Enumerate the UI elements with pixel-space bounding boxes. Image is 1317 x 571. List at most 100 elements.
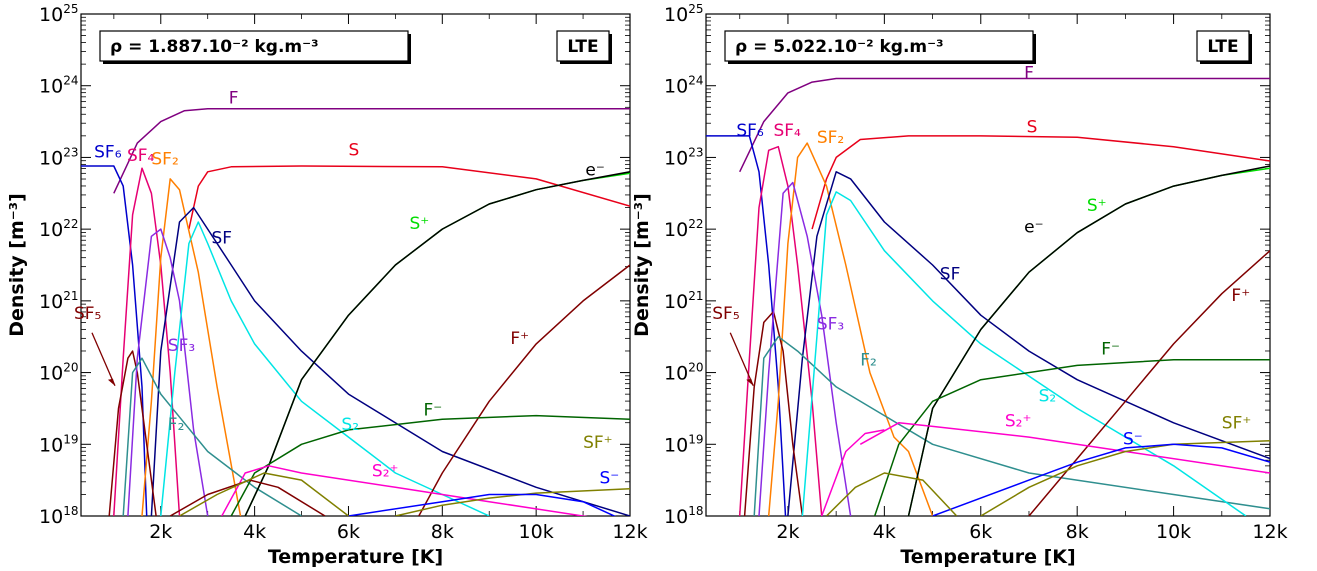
chart-1-y-axis-title: Density [m⁻³] xyxy=(6,193,28,337)
chart-1-series-line-3-sf xyxy=(113,167,181,516)
chart-2-series-label-14: S₂⁺ xyxy=(1005,411,1032,431)
chart-2-series-label-4: SF₂ xyxy=(817,128,844,148)
chart-2-y-tick-label: 1020 xyxy=(664,361,703,385)
chart-1-series-label-11: e⁻ xyxy=(585,160,604,180)
chart-1-sf5-pointer-arrow xyxy=(91,332,116,387)
chart-1-lte-badge-box xyxy=(556,30,610,62)
chart-1-y-tick-label: 1024 xyxy=(39,74,78,98)
chart-2-y-tick-label: 1023 xyxy=(664,145,703,169)
chart-2-x-tick-label: 10k xyxy=(1156,521,1191,543)
chart-1-x-tick-label: 12k xyxy=(612,521,647,543)
chart-2-x-tick-label: 2k xyxy=(776,521,799,543)
chart-2-y-axis-title: Density [m⁻³] xyxy=(631,193,653,337)
chart-2-y-tick-label: 1024 xyxy=(664,74,703,98)
chart-1-plot-frame xyxy=(80,13,631,517)
chart-1-series-label-10: S⁺ xyxy=(409,214,429,234)
chart-2-series-label-1: S xyxy=(1027,117,1038,137)
chart-1-panel: 1018 1019 1020 1021 1022 1023 1024 1025 2k 4k 6k 8k… xyxy=(6,2,648,568)
chart-1-series-label-9: S₂ xyxy=(341,415,359,435)
chart-1-y-tick-label: 1020 xyxy=(39,361,78,385)
chart-1-series-line-12-f xyxy=(418,264,630,516)
chart-2-y-tick-label: 1022 xyxy=(664,217,703,241)
chart-1-series-label-16: S⁻ xyxy=(600,469,620,489)
chart-2-x-tick-label: 4k xyxy=(873,521,896,543)
chart-1-series-line-14-s xyxy=(221,465,588,516)
chart-1-series-label-15: SF⁺ xyxy=(583,433,613,453)
chart-1-series-line-7-sf xyxy=(127,228,209,516)
chart-2-series-label-5: SF xyxy=(940,264,961,284)
chart-2-series-label-6: SF₅ xyxy=(712,304,739,324)
chart-2-x-axis-title: Temperature [K] xyxy=(900,546,1075,568)
chart-2-series-line-3-sf xyxy=(738,145,823,516)
chart-2-series-line-17-unlabeled xyxy=(820,429,885,516)
chart-1-y-tick-label: 1019 xyxy=(39,432,78,456)
chart-2-lte-badge-box xyxy=(1196,30,1250,62)
chart-1-series-label-7: SF₃ xyxy=(168,336,195,356)
chart-2-series-line-2-sf xyxy=(706,135,787,516)
chart-1-series-line-11-e xyxy=(244,171,630,516)
chart-2-y-tick-label: 1025 xyxy=(664,2,703,26)
chart-1-series-line-18-unlabeled xyxy=(179,472,349,516)
chart-1-series-label-1: S xyxy=(348,140,359,160)
chart-1-series-label-14: S₂⁺ xyxy=(372,462,399,482)
chart-1-x-tick-label: 6k xyxy=(337,521,360,543)
chart-1-series-label-3: SF₄ xyxy=(127,146,155,166)
chart-1-series-line-4-sf xyxy=(141,178,242,516)
chart-2-y-tick-label: 1019 xyxy=(664,432,703,456)
chart-2-series-line-12-f xyxy=(1028,250,1270,516)
chart-2-series-label-3: SF₄ xyxy=(773,121,801,141)
chart-1-series-line-2-sf xyxy=(81,165,148,516)
chart-2-series-label-0: F xyxy=(1024,64,1034,84)
chart-2-plot-frame xyxy=(705,13,1271,517)
chart-1-y-tick-label: 1025 xyxy=(39,2,78,26)
chart-1-series-label-2: SF₆ xyxy=(94,142,122,162)
chart-2-series-label-7: SF₃ xyxy=(817,315,844,335)
chart-1-x-tick-label: 2k xyxy=(149,521,172,543)
chart-1-y-tick-label: 1018 xyxy=(39,504,78,528)
chart-2-x-tick-label: 6k xyxy=(969,521,992,543)
chart-2-y-tick-label: 1018 xyxy=(664,504,703,528)
chart-1-x-tick-label: 4k xyxy=(243,521,266,543)
chart-2-sf5-arrowhead xyxy=(746,378,754,386)
chart-2-series-line-7-sf xyxy=(758,181,852,516)
chart-2-series-label-2: SF₆ xyxy=(736,121,764,141)
chart-2-series-label-8: F₂ xyxy=(860,350,877,370)
chart-1-series-line-15-sf xyxy=(395,487,630,516)
chart-1-series-line-6-sf xyxy=(108,350,157,516)
chart-2-x-tick-label: 12k xyxy=(1252,521,1287,543)
chart-1-y-tick-label: 1021 xyxy=(39,289,78,313)
chart-2-series-line-0-f xyxy=(739,77,1270,173)
chart-2-annotation-box xyxy=(724,30,1034,62)
chart-1-series-label-5: SF xyxy=(211,228,232,248)
chart-2-series-line-13-f xyxy=(873,358,1270,516)
chart-2-series-line-10-s xyxy=(907,167,1270,516)
chart-1-series-label-0: F xyxy=(229,89,239,109)
chart-2-panel: 1018 1019 1020 1021 1022 1023 1024 1025 2k 4k 6k 8k… xyxy=(631,2,1288,568)
chart-1-series-line-0-f xyxy=(113,107,630,194)
chart-1-sf5-arrowhead xyxy=(107,378,115,386)
chart-1-y-tick-label: 1022 xyxy=(39,217,78,241)
chart-2-series-line-18-unlabeled xyxy=(825,472,958,516)
chart-2-x-tick-label: 8k xyxy=(1066,521,1089,543)
chart-2-series-line-8-f xyxy=(753,335,1270,516)
chart-1-series-label-8: F₂ xyxy=(168,415,185,435)
chart-1-x-tick-label: 10k xyxy=(519,521,554,543)
chart-2-series-line-15-sf xyxy=(980,439,1270,516)
chart-2-series-line-11-e xyxy=(907,165,1270,516)
chart-2-series-label-11: e⁻ xyxy=(1024,218,1043,238)
chart-2-series-label-15: SF⁺ xyxy=(1222,414,1252,434)
chart-2-series-group xyxy=(706,77,1270,516)
chart-2-series-label-9: S₂ xyxy=(1039,386,1057,406)
chart-1-series-line-10-s xyxy=(244,172,630,516)
chart-2-y-tick-label: 1021 xyxy=(664,289,703,313)
chart-2-series-line-5-sf xyxy=(787,171,1270,516)
chart-2-series-line-16-s xyxy=(932,443,1270,516)
chart-2-series-label-10: S⁺ xyxy=(1087,196,1107,216)
chart-1-series-line-5-sf xyxy=(150,206,630,516)
chart-2-series-line-6-sf xyxy=(743,310,804,516)
chart-1-density-annotation: ρ = 1.887.10⁻² kg.m⁻³ xyxy=(110,37,319,57)
chart-2-series-line-14-s xyxy=(859,422,1270,474)
chart-1-series-line-13-f xyxy=(230,414,630,516)
chart-2-lte-badge: LTE xyxy=(1207,37,1238,57)
